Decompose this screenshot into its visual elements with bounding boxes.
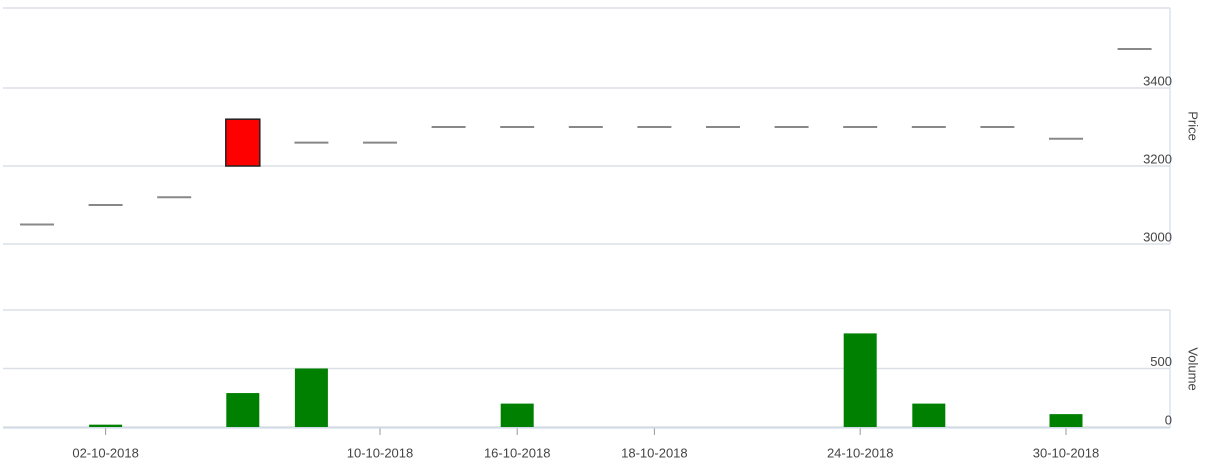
candle bbox=[225, 118, 261, 167]
x-tick-label: 30-10-2018 bbox=[1033, 445, 1100, 460]
volume-bar bbox=[226, 393, 260, 427]
x-tick-label: 10-10-2018 bbox=[347, 445, 414, 460]
x-tick-label: 24-10-2018 bbox=[827, 445, 894, 460]
y-axis-label: Price bbox=[1186, 111, 1201, 141]
volume-bar bbox=[500, 403, 534, 427]
volume-bar bbox=[843, 333, 877, 427]
y-tick-label: 3400 bbox=[1143, 73, 1172, 88]
volume-bar bbox=[912, 403, 946, 427]
y2-axis-label: Volume bbox=[1186, 347, 1201, 390]
y2-tick-label: 0 bbox=[1165, 412, 1172, 427]
x-tick-label: 16-10-2018 bbox=[484, 445, 551, 460]
x-tick-label: 02-10-2018 bbox=[72, 445, 139, 460]
y-tick-label: 3000 bbox=[1143, 229, 1172, 244]
volume-bar bbox=[89, 424, 123, 427]
y-tick-label: 3200 bbox=[1143, 151, 1172, 166]
volume-bar bbox=[1049, 414, 1083, 427]
volume-bar bbox=[294, 368, 328, 427]
x-tick-label: 18-10-2018 bbox=[621, 445, 688, 460]
y2-tick-label: 500 bbox=[1150, 354, 1172, 369]
